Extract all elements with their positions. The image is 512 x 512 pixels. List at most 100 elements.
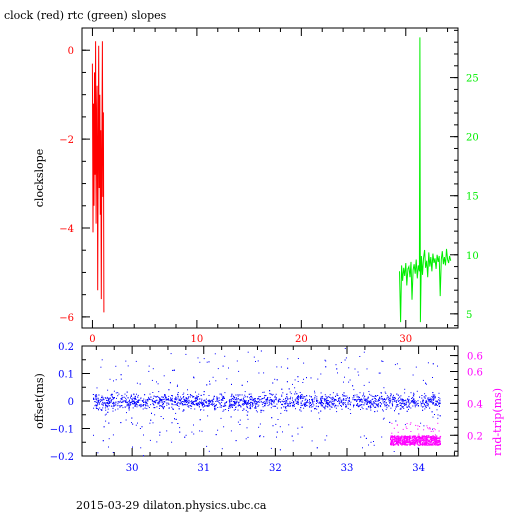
- offset-point: [174, 402, 176, 403]
- offset-point: [167, 402, 169, 404]
- offset-point: [366, 399, 368, 401]
- offset-point: [332, 400, 334, 402]
- roundtrip-point: [399, 440, 401, 442]
- offset-point: [263, 436, 265, 438]
- roundtrip-point: [402, 444, 403, 446]
- offset-point: [377, 406, 379, 408]
- offset-point: [266, 402, 268, 404]
- offset-point: [393, 400, 395, 402]
- offset-point: [114, 404, 116, 406]
- offset-point: [105, 402, 107, 404]
- offset-point: [359, 392, 361, 394]
- offset-point: [275, 397, 277, 399]
- offset-point: [316, 396, 318, 398]
- roundtrip-point: [404, 435, 406, 437]
- offset-point: [343, 395, 345, 397]
- offset-point: [171, 422, 173, 424]
- offset-point: [133, 403, 135, 405]
- offset-point: [272, 405, 274, 407]
- offset-point: [175, 404, 177, 406]
- offset-point: [234, 399, 236, 400]
- roundtrip-point: [415, 437, 417, 439]
- offset-point: [180, 398, 182, 400]
- offset-point: [255, 361, 256, 362]
- offset-point: [113, 390, 115, 392]
- offset-point: [174, 369, 175, 371]
- offset-point: [321, 401, 322, 403]
- offset-point: [407, 399, 409, 401]
- offset-point: [161, 399, 163, 401]
- offset-point: [221, 394, 223, 396]
- offset-point: [288, 388, 290, 390]
- offset-point: [305, 402, 307, 404]
- offset-point: [345, 398, 347, 400]
- offset-point: [132, 407, 134, 409]
- offset-point: [399, 402, 401, 404]
- offset-point: [198, 404, 200, 406]
- offset-point: [432, 403, 434, 405]
- offset-point: [375, 395, 377, 396]
- offset-point: [385, 392, 387, 394]
- offset-point: [433, 403, 434, 405]
- offset-point: [269, 397, 271, 399]
- offset-point: [178, 405, 180, 407]
- offset-point: [113, 404, 115, 406]
- offset-point: [199, 401, 201, 403]
- offset-point: [326, 402, 328, 404]
- offset-point: [224, 398, 225, 399]
- offset-point: [258, 398, 260, 399]
- offset-point: [213, 398, 215, 400]
- offset-point: [197, 402, 199, 404]
- offset-point: [236, 397, 237, 399]
- offset-point: [400, 404, 402, 406]
- offset-point: [375, 399, 377, 401]
- offset-point: [272, 401, 274, 403]
- offset-point: [322, 395, 324, 397]
- offset-point: [414, 400, 416, 401]
- offset-point: [367, 397, 369, 399]
- offset-point: [134, 404, 136, 406]
- offset-point: [320, 392, 322, 394]
- offset-point: [236, 401, 238, 403]
- offset-point: [436, 400, 438, 402]
- offset-point: [260, 350, 262, 352]
- offset-point: [202, 403, 204, 405]
- offset-point: [152, 399, 154, 401]
- offset-point: [340, 405, 342, 406]
- offset-point: [128, 404, 130, 406]
- offset-point: [341, 405, 342, 407]
- roundtrip-point: [437, 440, 439, 441]
- offset-point: [383, 387, 385, 389]
- offset-point: [250, 396, 252, 398]
- offset-point: [338, 401, 340, 403]
- offset-point: [110, 394, 112, 396]
- offset-point: [370, 441, 372, 443]
- offset-point: [170, 399, 172, 401]
- offset-point: [103, 399, 105, 401]
- offset-point: [143, 398, 145, 400]
- offset-point: [340, 401, 342, 403]
- offset-point: [171, 397, 173, 399]
- offset-point: [269, 403, 271, 405]
- offset-point: [121, 396, 123, 398]
- offset-point: [329, 394, 331, 396]
- offset-point: [276, 379, 278, 381]
- roundtrip-point: [400, 436, 402, 438]
- offset-point: [178, 408, 180, 410]
- roundtrip-point: [412, 436, 414, 438]
- offset-point: [139, 399, 141, 401]
- offset-point: [400, 395, 402, 397]
- offset-point: [216, 396, 218, 398]
- offset-point: [289, 391, 291, 393]
- offset-point: [175, 401, 176, 403]
- offset-point: [320, 398, 322, 400]
- offset-point: [113, 380, 114, 382]
- offset-point: [254, 407, 256, 409]
- offset-point: [130, 401, 132, 403]
- offset-point: [163, 406, 165, 408]
- offset-point: [363, 384, 365, 386]
- offset-point: [126, 391, 128, 393]
- offset-point: [310, 410, 312, 412]
- offset-point: [109, 378, 111, 380]
- offset-point: [363, 397, 365, 399]
